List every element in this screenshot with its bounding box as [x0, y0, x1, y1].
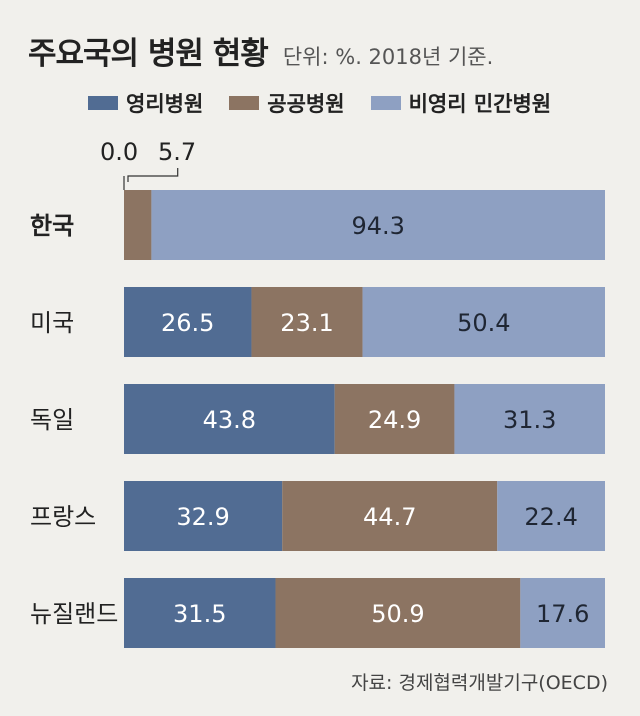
legend-label-for-profit: 영리병원: [126, 92, 204, 116]
data-label: 24.9: [368, 406, 421, 434]
category-label: 독일: [30, 406, 74, 434]
title-row: 주요국의 병원 현황 단위: %. 2018년 기준.: [28, 28, 493, 73]
data-label: 43.8: [203, 406, 256, 434]
chart-title: 주요국의 병원 현황: [28, 36, 269, 72]
legend-swatch-public: [229, 96, 260, 110]
bar-segment-for-profit: [124, 481, 283, 551]
annotation-public: 5.7: [158, 138, 196, 166]
bar-segment-for-profit: [124, 578, 276, 648]
data-label: 26.5: [161, 309, 214, 337]
bar-segment-non-profit: [151, 190, 606, 260]
unit-note: 단위: %. 2018년 기준.: [282, 45, 494, 69]
legend-item-public: 공공병원: [229, 88, 345, 118]
bar-segment-public: [251, 287, 363, 357]
legend-swatch-non-profit: [370, 96, 401, 110]
source-note: 자료: 경제협력개발기구(OECD): [351, 672, 608, 694]
bar-segment-public: [334, 384, 455, 454]
leader-line-public: [127, 168, 179, 182]
annotation-for-profit: 0.0: [100, 138, 138, 166]
bar-segment-public: [124, 190, 152, 260]
bar-segment-public: [282, 481, 498, 551]
data-label: 94.3: [351, 212, 404, 240]
data-label: 32.9: [176, 503, 229, 531]
bar-segment-non-profit: [497, 481, 605, 551]
bar-segment-for-profit: [124, 384, 335, 454]
legend-label-public: 공공병원: [267, 92, 345, 116]
category-label: 한국: [30, 212, 74, 240]
bar-segment-for-profit: [124, 287, 252, 357]
data-label: 50.4: [457, 309, 510, 337]
data-label: 22.4: [524, 503, 577, 531]
data-label: 23.1: [280, 309, 333, 337]
legend: 영리병원 공공병원 비영리 민간병원: [88, 88, 551, 118]
legend-item-for-profit: 영리병원: [88, 88, 203, 118]
legend-swatch-for-profit: [88, 96, 118, 110]
data-label: 50.9: [371, 600, 424, 628]
data-label: 17.6: [536, 600, 589, 628]
bar-segment-public: [275, 578, 521, 648]
category-label: 프랑스: [30, 503, 96, 531]
bar-segment-non-profit: [520, 578, 605, 648]
category-label: 미국: [30, 309, 74, 337]
data-label: 31.5: [173, 600, 226, 628]
category-label: 뉴질랜드: [30, 600, 118, 628]
data-label: 44.7: [363, 503, 416, 531]
legend-label-non-profit: 비영리 민간병원: [408, 92, 552, 116]
data-label: 31.3: [503, 406, 556, 434]
bar-segment-non-profit: [454, 384, 605, 454]
bar-segment-non-profit: [362, 287, 605, 357]
legend-item-non-profit: 비영리 민간병원: [370, 88, 552, 118]
